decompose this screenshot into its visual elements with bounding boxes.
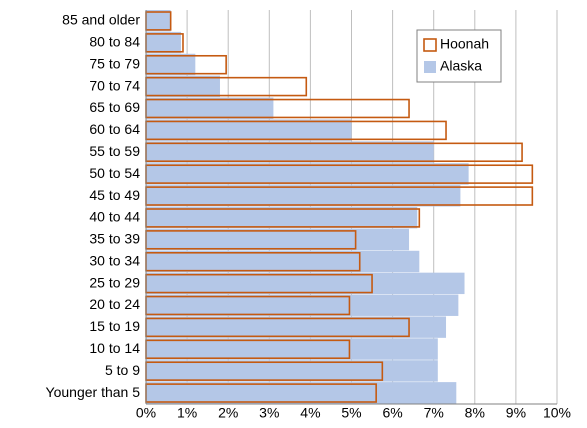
y-tick-label: 45 to 49 [89, 187, 140, 203]
y-tick-label: 75 to 79 [89, 55, 140, 71]
y-tick-label: 60 to 64 [89, 121, 140, 137]
legend-label: Hoonah [440, 36, 489, 52]
bar [146, 338, 438, 360]
bar [146, 360, 438, 382]
x-tick-label: 9% [506, 405, 526, 421]
x-tick-label: 0% [136, 405, 156, 421]
y-tick-label: 15 to 19 [89, 318, 140, 334]
y-tick-label: 5 to 9 [105, 362, 140, 378]
bar [146, 53, 196, 76]
bar [146, 163, 469, 185]
y-tick-label: 10 to 14 [89, 340, 140, 356]
x-tick-label: 4% [300, 405, 320, 421]
y-tick-label: 85 and older [62, 12, 140, 28]
bar [146, 31, 181, 54]
bar [146, 207, 418, 229]
legend-label: Alaska [440, 58, 482, 74]
bar [146, 97, 274, 119]
y-tick-label: Younger than 5 [46, 384, 141, 400]
bar [146, 228, 410, 251]
x-tick-label: 2% [218, 405, 238, 421]
bar [146, 250, 420, 273]
bar [146, 119, 352, 141]
y-tick-label: 25 to 29 [89, 274, 140, 290]
y-tick-label: 65 to 69 [89, 99, 140, 115]
y-tick-label: 80 to 84 [89, 34, 140, 50]
y-tick-label: 50 to 54 [89, 165, 140, 181]
y-tick-label: 30 to 34 [89, 252, 140, 268]
y-tick-label: 20 to 24 [89, 296, 140, 312]
x-tick-label: 7% [424, 405, 444, 421]
y-tick-label: 55 to 59 [89, 143, 140, 159]
x-tick-label: 3% [259, 405, 279, 421]
bar [146, 10, 171, 32]
x-tick-label: 5% [341, 405, 361, 421]
bar [146, 272, 465, 295]
legend-swatch [424, 61, 436, 73]
x-tick-label: 1% [177, 405, 197, 421]
bar [146, 185, 461, 207]
x-tick-label: 6% [382, 405, 402, 421]
bar [146, 294, 459, 316]
bar [146, 141, 434, 163]
y-tick-label: 70 to 74 [89, 77, 140, 93]
legend-swatch [423, 38, 437, 52]
y-tick-label: 40 to 44 [89, 209, 140, 225]
x-tick-label: 10% [543, 405, 571, 421]
y-tick-label: 35 to 39 [89, 231, 140, 247]
bar [146, 382, 457, 404]
x-tick-label: 8% [465, 405, 485, 421]
bar [146, 316, 447, 338]
bar [146, 75, 220, 98]
